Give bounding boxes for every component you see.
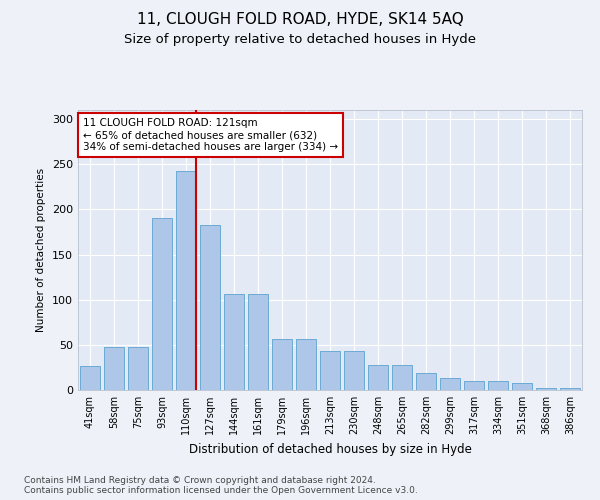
Bar: [560, 388, 580, 390]
Text: Size of property relative to detached houses in Hyde: Size of property relative to detached ho…: [124, 32, 476, 46]
Bar: [488, 381, 508, 390]
Bar: [392, 364, 412, 390]
Bar: [128, 346, 148, 390]
Bar: [80, 366, 100, 390]
Bar: [176, 172, 196, 390]
Bar: [104, 346, 124, 390]
Bar: [224, 294, 244, 390]
Text: Contains HM Land Registry data © Crown copyright and database right 2024.
Contai: Contains HM Land Registry data © Crown c…: [24, 476, 418, 495]
Bar: [200, 224, 220, 390]
Bar: [536, 388, 556, 390]
Bar: [248, 294, 268, 390]
Bar: [440, 378, 460, 390]
Bar: [152, 218, 172, 390]
Bar: [320, 351, 340, 390]
Text: 11 CLOUGH FOLD ROAD: 121sqm
← 65% of detached houses are smaller (632)
34% of se: 11 CLOUGH FOLD ROAD: 121sqm ← 65% of det…: [83, 118, 338, 152]
Bar: [272, 340, 292, 390]
Bar: [416, 373, 436, 390]
Text: 11, CLOUGH FOLD ROAD, HYDE, SK14 5AQ: 11, CLOUGH FOLD ROAD, HYDE, SK14 5AQ: [137, 12, 463, 28]
Bar: [464, 381, 484, 390]
Bar: [296, 340, 316, 390]
X-axis label: Distribution of detached houses by size in Hyde: Distribution of detached houses by size …: [188, 442, 472, 456]
Y-axis label: Number of detached properties: Number of detached properties: [37, 168, 46, 332]
Bar: [512, 383, 532, 390]
Bar: [344, 351, 364, 390]
Bar: [368, 364, 388, 390]
